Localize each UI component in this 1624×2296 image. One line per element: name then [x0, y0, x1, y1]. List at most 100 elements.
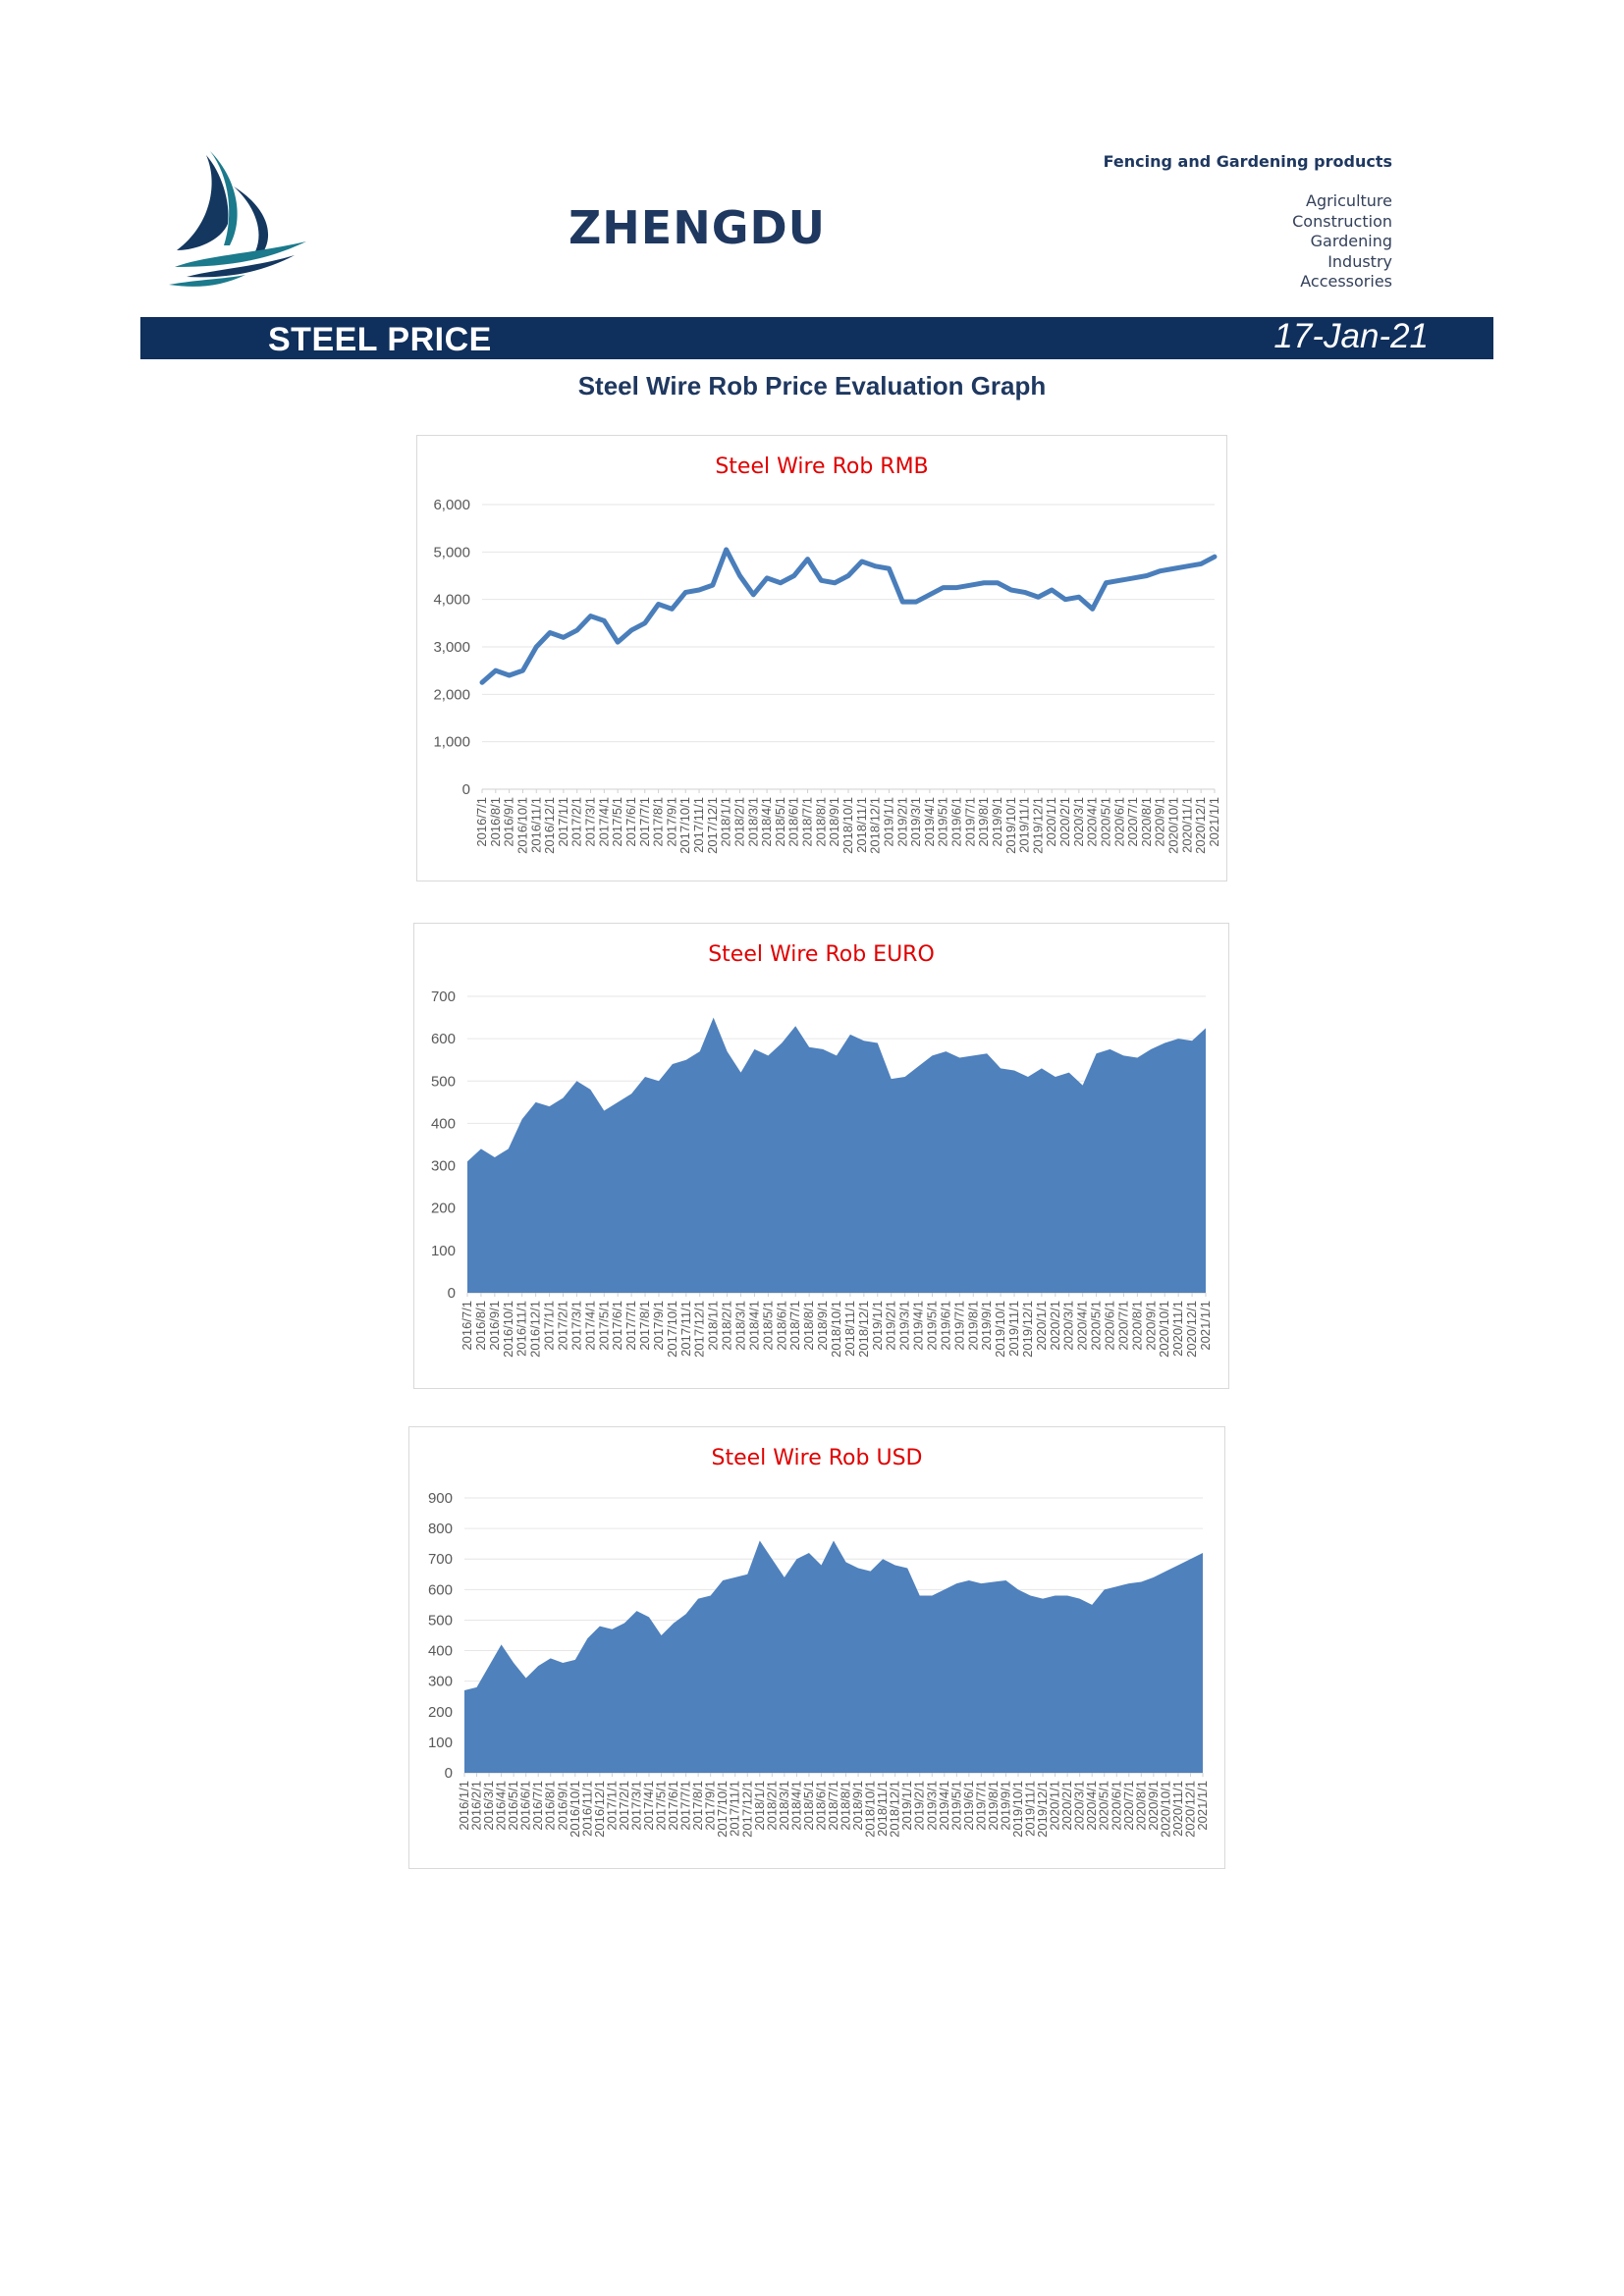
- chart-euro-svg: Steel Wire Rob EURO 0 100 200 300 400 500 600 70…: [431, 942, 1213, 1358]
- x-tick-label: 2020/5/1: [1098, 797, 1112, 847]
- x-tick-label: 2019/12/1: [1020, 1301, 1035, 1358]
- x-tick-label: 2020/5/1: [1089, 1301, 1104, 1351]
- y-tick-label: 4,000: [433, 592, 470, 609]
- x-tick-label: 2020/1/1: [1048, 1781, 1062, 1831]
- x-tick-label: 2018/11/1: [854, 797, 869, 853]
- x-tick-label: 2019/4/1: [911, 1301, 926, 1351]
- x-tick-label: 2019/6/1: [961, 1781, 976, 1831]
- y-tick-label: 100: [428, 1735, 453, 1751]
- x-tick-label: 2016/10/1: [514, 797, 529, 854]
- x-tick-label: 2018/7/1: [800, 797, 815, 847]
- x-tick-label: 2018/12/1: [888, 1781, 902, 1838]
- y-tick-label: 300: [428, 1674, 453, 1690]
- x-tick-label: 2021/1/1: [1198, 1301, 1213, 1351]
- x-tick-label: 2018/9/1: [815, 1301, 830, 1351]
- x-tick-label: 2019/8/1: [965, 1301, 980, 1351]
- x-tick-label: 2018/3/1: [733, 1301, 748, 1351]
- x-tick-label: 2017/6/1: [666, 1781, 680, 1831]
- x-tick-label: 2017/5/1: [610, 797, 624, 847]
- x-tick-label: 2017/10/1: [715, 1781, 730, 1838]
- category-item: Industry: [1327, 251, 1392, 271]
- x-tick-label: 2020/1/1: [1034, 1301, 1049, 1351]
- x-tick-label: 2017/2/1: [617, 1781, 631, 1831]
- x-tick-label: 2019/1/1: [881, 797, 895, 847]
- x-tick-label: 2017/7/1: [637, 797, 652, 847]
- x-tick-label: 2020/5/1: [1097, 1781, 1111, 1831]
- sailboat-logo: [169, 151, 306, 287]
- y-tick-label: 2,000: [433, 686, 470, 703]
- x-tick-label: 2020/3/1: [1061, 1301, 1076, 1351]
- brand-name: ZHENGDU: [568, 201, 827, 254]
- y-tick-label: 3,000: [433, 639, 470, 656]
- x-tick-label: 2018/1/1: [752, 1781, 767, 1831]
- y-tick-label: 900: [428, 1490, 453, 1507]
- x-tick-label: 2017/12/1: [739, 1781, 754, 1838]
- banner-title: STEEL PRICE: [268, 321, 492, 358]
- x-tick-label: 2018/10/1: [840, 797, 855, 854]
- x-tick-label: 2016/7/1: [460, 1301, 474, 1351]
- x-tick-label: 2016/5/1: [506, 1781, 520, 1831]
- x-tick-label: 2016/10/1: [501, 1301, 515, 1358]
- x-tick-label: 2019/9/1: [979, 1301, 994, 1351]
- x-tick-label: 2018/2/1: [731, 797, 746, 847]
- y-tick-label: 0: [462, 781, 470, 798]
- x-tick-label: 2016/10/1: [568, 1781, 582, 1838]
- x-tick-label: 2017/11/1: [691, 797, 706, 853]
- x-tick-label: 2018/11/1: [875, 1781, 890, 1837]
- x-tick-label: 2018/7/1: [787, 1301, 802, 1351]
- y-tick-label: 700: [428, 1551, 453, 1568]
- x-tick-label: 2020/7/1: [1125, 797, 1140, 847]
- x-tick-label: 2016/8/1: [473, 1301, 488, 1351]
- x-tick-label: 2017/10/1: [665, 1301, 679, 1358]
- x-tick-label: 2017/2/1: [569, 797, 584, 847]
- x-tick-label: 2016/9/1: [487, 1301, 502, 1351]
- x-tick-label: 2019/12/1: [1030, 797, 1045, 854]
- chart-title: Steel Wire Rob USD: [712, 1446, 923, 1470]
- area-series: [467, 1017, 1206, 1293]
- x-tick-label: 2019/11/1: [1006, 1301, 1021, 1357]
- x-tick-label: 2020/10/1: [1158, 1781, 1172, 1838]
- y-tick-label: 100: [431, 1243, 456, 1259]
- x-tick-label: 2017/1/1: [542, 1301, 557, 1351]
- x-tick-label: 2017/2/1: [555, 1301, 569, 1351]
- x-tick-label: 2016/2/1: [469, 1781, 484, 1831]
- chart-usd: Steel Wire Rob USD 0 100 200 300 400 500 600 700…: [408, 1426, 1225, 1869]
- x-tick-label: 2020/8/1: [1139, 797, 1154, 847]
- x-tick-label: 2019/1/1: [870, 1301, 885, 1351]
- x-tick-label: 2018/2/1: [720, 1301, 734, 1351]
- x-tick-label: 2020/11/1: [1170, 1301, 1185, 1357]
- x-tick-label: 2019/1/1: [899, 1781, 914, 1831]
- x-tick-label: 2017/3/1: [628, 1781, 643, 1831]
- y-tick-label: 0: [445, 1765, 453, 1782]
- x-tick-label: 2019/7/1: [951, 1301, 966, 1351]
- x-tick-label: 2020/2/1: [1059, 1781, 1074, 1831]
- category-item: Construction: [1292, 211, 1392, 231]
- x-tick-label: 2020/7/1: [1121, 1781, 1136, 1831]
- x-tick-label: 2016/7/1: [530, 1781, 545, 1831]
- x-tick-label: 2018/6/1: [774, 1301, 788, 1351]
- x-tick-label: 2019/8/1: [986, 1781, 1001, 1831]
- x-tick-label: 2019/9/1: [998, 1781, 1012, 1831]
- x-tick-label: 2018/3/1: [777, 1781, 791, 1831]
- x-tick-label: 2019/3/1: [897, 1301, 912, 1351]
- x-tick-label: 2018/4/1: [759, 797, 774, 847]
- banner-date: 17-Jan-21: [1273, 317, 1429, 355]
- category-item: Gardening: [1310, 232, 1392, 250]
- x-tick-label: 2016/8/1: [488, 797, 503, 847]
- y-tick-label: 600: [431, 1031, 456, 1047]
- x-tick-label: 2020/12/1: [1184, 1301, 1199, 1358]
- x-tick-label: 2020/6/1: [1103, 1301, 1117, 1351]
- x-tick-label: 2019/6/1: [949, 797, 964, 847]
- x-tick-label: 2019/11/1: [1023, 1781, 1038, 1837]
- y-tick-label: 5,000: [433, 544, 470, 561]
- chart-usd-svg: Steel Wire Rob USD 0 100 200 300 400 500 600 700…: [428, 1446, 1210, 1838]
- x-tick-label: 2019/3/1: [924, 1781, 939, 1831]
- x-tick-label: 2019/9/1: [990, 797, 1004, 847]
- line-series: [479, 547, 1218, 685]
- category-item: Agriculture: [1306, 191, 1392, 210]
- chart-title: Steel Wire Rob RMB: [715, 454, 928, 479]
- x-tick-label: 2016/12/1: [592, 1781, 607, 1838]
- x-tick-label: 2020/8/1: [1133, 1781, 1148, 1831]
- x-tick-label: 2020/11/1: [1179, 797, 1194, 853]
- x-tick-label: 2020/9/1: [1146, 1781, 1161, 1831]
